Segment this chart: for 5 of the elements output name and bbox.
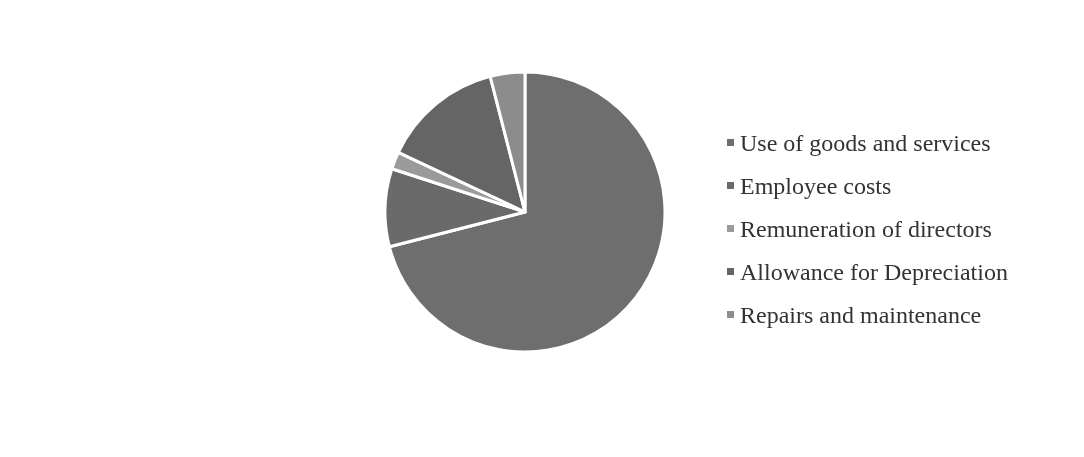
legend-label: Allowance for Depreciation (740, 258, 1008, 285)
legend-label: Remuneration of directors (740, 215, 992, 242)
legend-label: Employee costs (740, 172, 892, 199)
legend-label: Use of goods and services (740, 129, 991, 156)
legend-label: Repairs and maintenance (740, 301, 982, 328)
